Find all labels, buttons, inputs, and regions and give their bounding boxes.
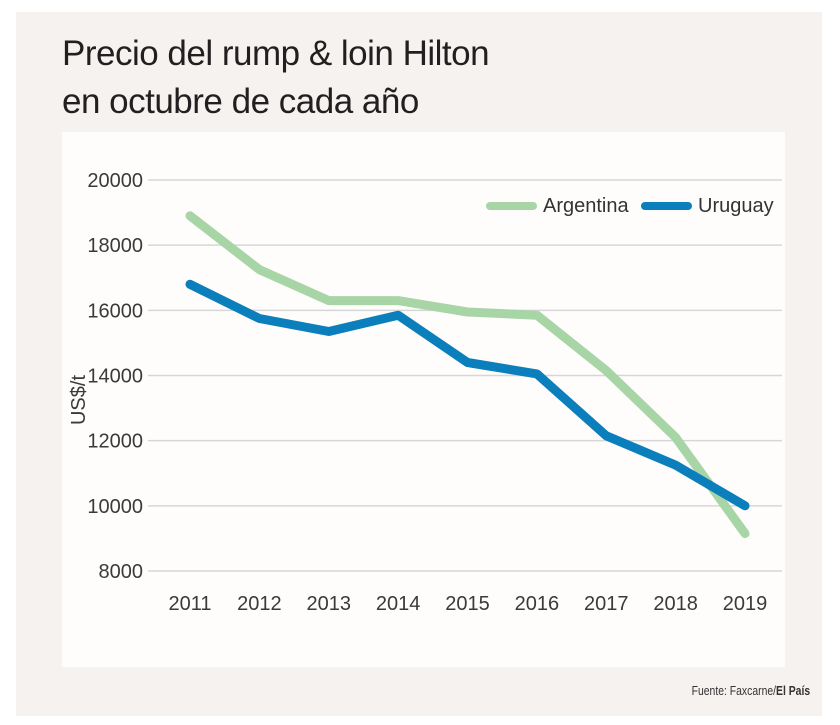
y-tick-label: 8000 <box>99 561 144 583</box>
y-tick-label: 16000 <box>87 300 143 322</box>
legend-label-uruguay: Uruguay <box>698 195 774 217</box>
series-line-argentina <box>185 211 750 538</box>
x-tick-label: 2016 <box>515 593 560 615</box>
series-lines <box>185 211 750 538</box>
y-axis-label: US$/t <box>68 375 90 425</box>
y-tick-label: 18000 <box>87 235 143 257</box>
x-tick-label: 2011 <box>168 593 211 615</box>
x-tick-label: 2012 <box>237 593 282 615</box>
y-axis-ticks: 8000 10000 12000 14000 16000 18000 20000 <box>87 170 143 583</box>
source-outlet: El País <box>775 683 810 698</box>
chart-title: Precio del rump & loin Hilton en octubre… <box>62 30 490 126</box>
x-axis-ticks: 2011 2012 2013 2014 2015 2016 2017 2018 2019 <box>168 593 767 615</box>
chart-title-line-1: Precio del rump & loin Hilton <box>62 34 490 73</box>
x-tick-label: 2017 <box>584 593 629 615</box>
x-tick-label: 2019 <box>723 593 768 615</box>
series-line-uruguay <box>185 279 750 511</box>
source-credit: Fuente: Faxcarne/El País <box>691 683 810 698</box>
source-prefix: Fuente: Faxcarne/ <box>691 683 776 698</box>
legend-label-argentina: Argentina <box>543 195 629 217</box>
x-tick-label: 2018 <box>653 593 698 615</box>
y-tick-label: 12000 <box>87 431 143 453</box>
gridlines <box>148 179 782 572</box>
y-tick-label: 14000 <box>87 366 143 388</box>
chart-title-line-2: en octubre de cada año <box>62 82 419 121</box>
x-tick-label: 2013 <box>307 593 352 615</box>
x-tick-label: 2015 <box>445 593 490 615</box>
y-tick-label: 20000 <box>87 170 143 192</box>
x-tick-label: 2014 <box>376 593 421 615</box>
legend: Argentina Uruguay <box>486 195 774 217</box>
y-tick-label: 10000 <box>87 496 143 518</box>
plot-panel <box>62 132 785 667</box>
